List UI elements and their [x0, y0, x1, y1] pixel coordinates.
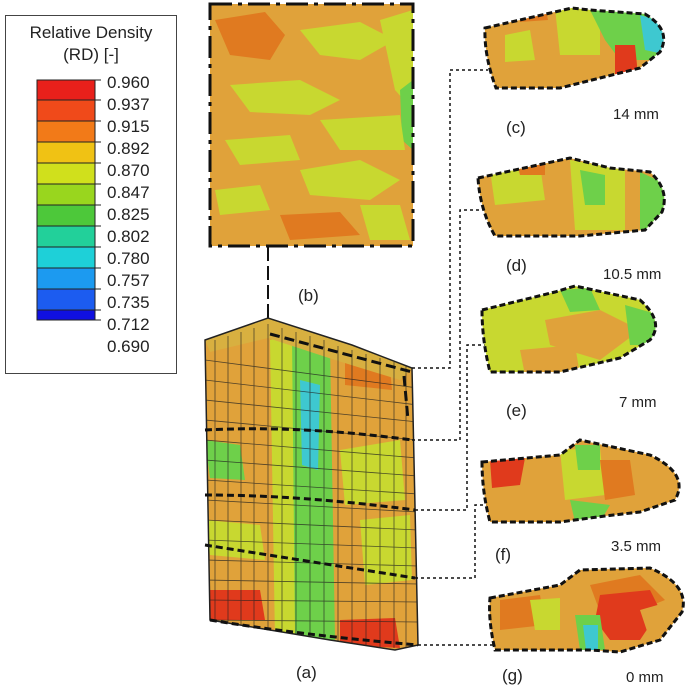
legend-swatches — [36, 79, 101, 321]
legend-swatch — [37, 268, 95, 289]
legend-value: 0.847 — [107, 183, 150, 202]
legend-value: 0.960 — [107, 73, 150, 92]
legend-value: 0.735 — [107, 293, 150, 312]
legend-swatch — [37, 80, 95, 100]
depth-label-e: 7 mm — [619, 394, 657, 411]
panel-label-b: (b) — [298, 286, 319, 305]
legend-swatch — [37, 100, 95, 121]
legend-swatch — [37, 184, 95, 205]
legend-swatch — [37, 289, 95, 310]
panel-label-d: (d) — [506, 256, 527, 275]
depth-label-f: 3.5 mm — [611, 538, 662, 555]
depth-label-c: 14 mm — [613, 106, 659, 123]
legend-value: 0.802 — [107, 227, 150, 246]
legend-swatch — [37, 310, 95, 320]
legend-value: 0.780 — [107, 249, 150, 268]
slice-line-7 — [204, 493, 416, 512]
slice-line-3-5 — [204, 543, 416, 580]
panel-label-e: (e) — [506, 401, 527, 420]
legend-value: 0.937 — [107, 95, 150, 114]
legend-swatch — [37, 163, 95, 184]
legend-value: 0.892 — [107, 139, 150, 158]
legend-value: 0.757 — [107, 271, 150, 290]
legend-value: 0.712 — [107, 315, 150, 334]
legend-title-line2: (RD) [-] — [63, 45, 119, 64]
panel-f-section — [480, 438, 681, 524]
legend-swatch — [37, 205, 95, 226]
panel-b-top-surface — [208, 2, 415, 248]
depth-label-g: 0 mm — [626, 669, 664, 686]
legend-value: 0.870 — [107, 161, 150, 180]
legend-value: 0.915 — [107, 117, 150, 136]
legend-swatch — [37, 226, 95, 247]
panel-label-g: (g) — [502, 666, 523, 685]
panel-e-section — [480, 284, 658, 374]
slice-line-0 — [209, 618, 419, 647]
legend-value: 0.825 — [107, 205, 150, 224]
legend-title-line1: Relative Density — [29, 23, 153, 42]
panel-label-a: (a) — [296, 663, 317, 682]
depth-label-d: 10.5 mm — [603, 266, 662, 283]
legend-swatch — [37, 247, 95, 268]
legend-swatch — [37, 142, 95, 163]
slice-line-10-5 — [204, 427, 413, 442]
connector-lines — [412, 69, 495, 646]
panel-label-f: (f) — [495, 545, 512, 564]
legend-value: 0.690 — [107, 337, 150, 356]
panel-d-section — [476, 156, 666, 238]
panel-label-c: (c) — [506, 118, 526, 137]
legend-swatch — [37, 121, 95, 142]
panel-g-section — [488, 566, 685, 654]
panel-a-block — [204, 317, 419, 651]
panel-c-section — [483, 6, 666, 90]
